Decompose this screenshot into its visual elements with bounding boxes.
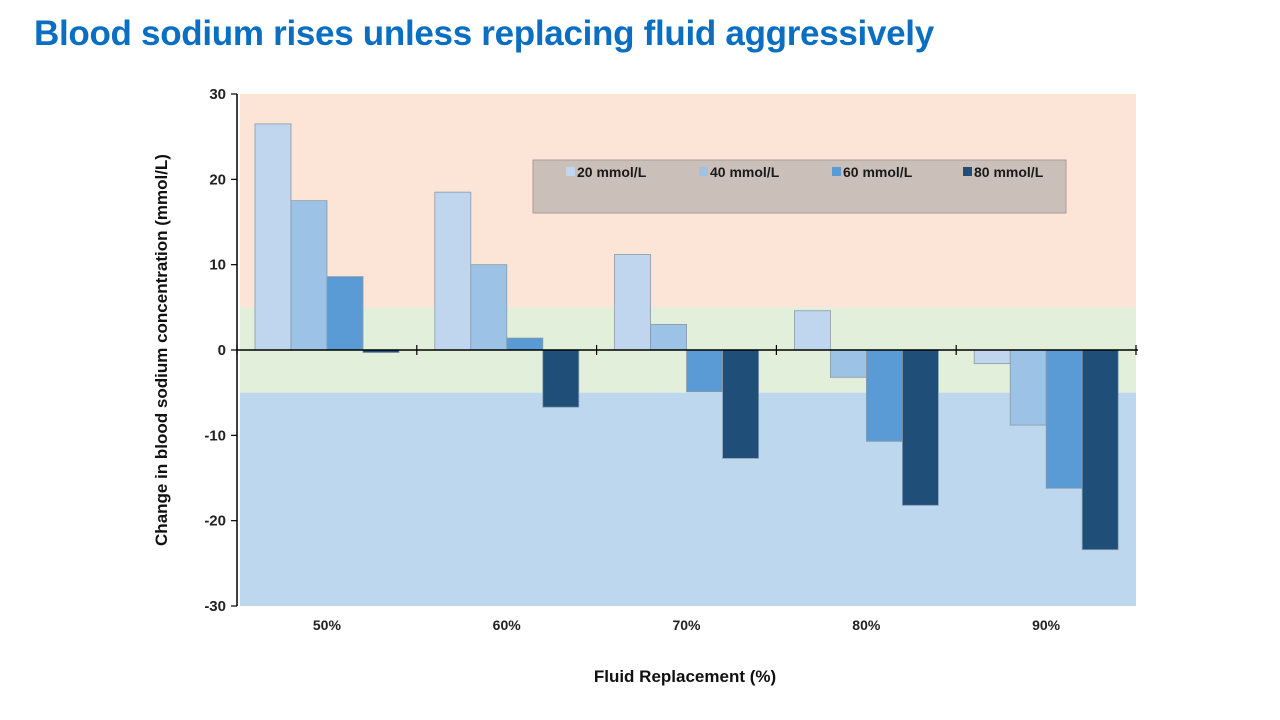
legend-label: 60 mmol/L [843,164,913,180]
y-tick-label: 0 [218,342,226,359]
bar [973,349,1011,365]
legend-swatch [699,167,708,176]
legend-label: 40 mmol/L [710,164,780,180]
y-tick-label: -10 [204,427,226,444]
bar [470,264,508,351]
bars [254,123,1119,551]
legend-swatch [566,167,575,176]
bar [326,276,364,351]
x-category-label: 70% [672,617,701,633]
legend-label: 20 mmol/L [577,164,647,180]
y-tick-label: 10 [209,257,226,274]
bar [866,349,903,442]
y-axis-title: Change in blood sodium concentration (mm… [152,154,171,546]
y-tick-label: 20 [209,171,226,188]
bar [1081,349,1119,551]
page-title: Blood sodium rises unless replacing flui… [34,14,934,53]
x-category-label: 90% [1032,617,1061,633]
bar [722,349,759,459]
y-tick-label: -20 [204,513,226,530]
bar [1045,349,1083,489]
y-axis-ticks: 30 20 10 0 -10 -20 -30 [204,86,237,615]
bar [614,254,651,351]
bar [1009,349,1047,426]
bar [830,349,867,378]
x-category-label: 50% [313,617,342,633]
bar [686,349,723,393]
bar [794,310,831,351]
x-category-label: 60% [493,617,522,633]
bar [434,191,472,351]
bar [254,123,292,351]
legend: 20 mmol/L 40 mmol/L 60 mmol/L 80 mmol/L [532,159,1067,214]
x-axis-categories: 50% 60% 70% 80% 90% [313,617,1061,633]
y-tick-label: 30 [209,86,226,103]
bar [290,200,328,351]
bar [506,337,544,351]
bar [650,323,687,351]
legend-label: 80 mmol/L [974,164,1044,180]
legend-swatch [963,167,972,176]
x-axis-title: Fluid Replacement (%) [594,667,776,686]
y-tick-label: -30 [204,598,226,615]
bar [542,349,580,408]
x-category-label: 80% [852,617,881,633]
legend-swatch [832,167,841,176]
legend-box [532,159,1067,214]
bar [902,349,939,506]
zone-band [240,392,1136,606]
